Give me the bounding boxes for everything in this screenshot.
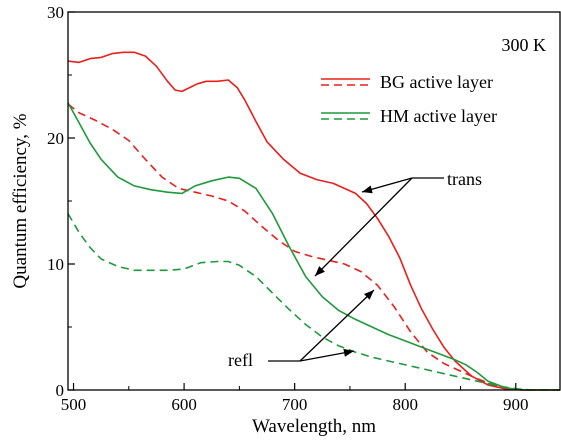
- x-tick-label: 900: [503, 395, 529, 414]
- refl-arrow-to-dashed-red: [299, 289, 375, 362]
- y-axis-ticks: 0 10 20 30: [47, 3, 75, 400]
- refl-arrow-to-dashed-green-head: [343, 348, 354, 357]
- series-line-3: [67, 213, 560, 391]
- legend-label-hm: HM active layer: [380, 106, 497, 126]
- series-curves: [67, 51, 560, 391]
- y-tick-label: 10: [47, 255, 64, 274]
- x-tick-label: 600: [171, 395, 197, 414]
- y-tick-label: 20: [47, 129, 64, 148]
- trans-arrow-to-solid-green: [314, 177, 413, 277]
- annotation-arrows: [268, 177, 444, 362]
- plot-frame: [67, 11, 561, 391]
- refl-arrow-to-dashed-red-head: [364, 290, 374, 300]
- annotation-trans: trans: [447, 169, 482, 189]
- annotation-refl: refl: [228, 350, 253, 370]
- trans-arrow-to-solid-red-head: [362, 185, 373, 194]
- series-line-0: [67, 51, 560, 391]
- x-axis-ticks: 500 600 700 800 900: [61, 383, 529, 414]
- y-tick-label: 30: [47, 3, 64, 22]
- legend: BG active layer HM active layer: [321, 72, 497, 126]
- y-axis-title: Quantum efficiency, %: [10, 113, 31, 288]
- trans-arrow-to-solid-green-head: [315, 266, 325, 276]
- y-tick-label: 0: [56, 381, 65, 400]
- series-line-1: [67, 103, 560, 391]
- x-tick-label: 700: [282, 395, 308, 414]
- x-tick-label: 500: [61, 395, 87, 414]
- series-line-2: [67, 102, 560, 391]
- x-tick-label: 800: [392, 395, 418, 414]
- legend-label-bg: BG active layer: [380, 72, 493, 92]
- temperature-label: 300 K: [502, 35, 547, 55]
- x-axis-title: Wavelength, nm: [252, 416, 376, 437]
